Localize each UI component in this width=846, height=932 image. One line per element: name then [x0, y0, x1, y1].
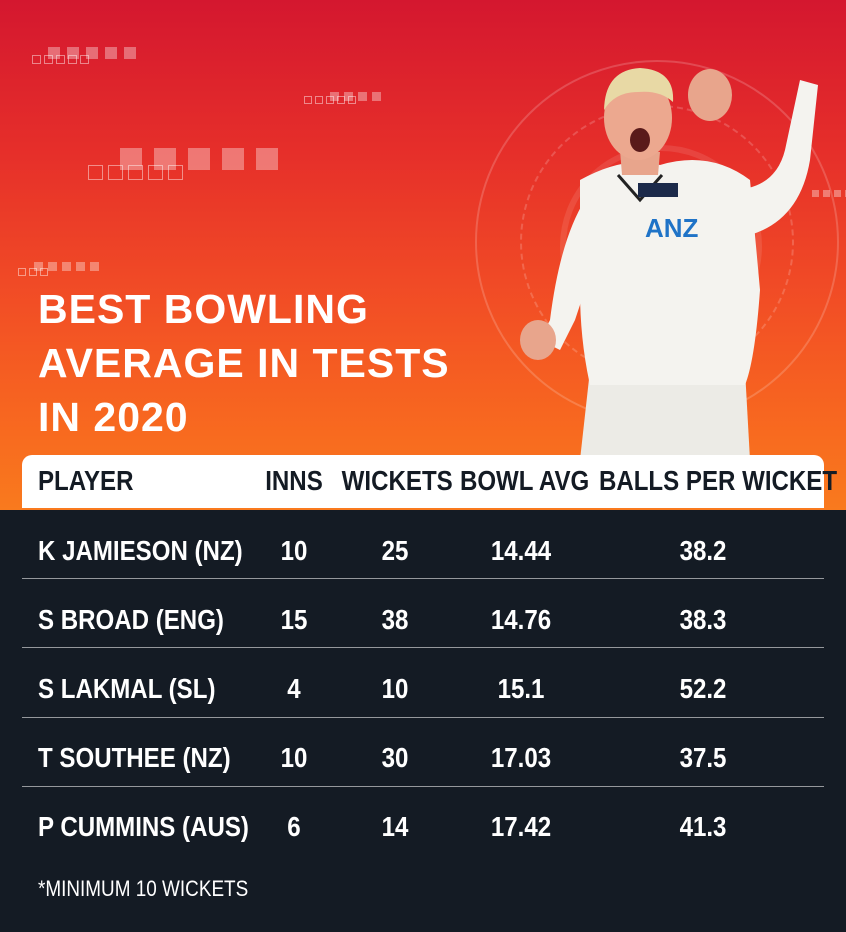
balls-per-wicket-value: 37.5 — [679, 742, 727, 773]
row-divider — [22, 578, 824, 579]
decorative-squares — [120, 148, 278, 170]
wickets-value: 25 — [381, 535, 409, 566]
balls-per-wicket-value: 38.2 — [679, 535, 727, 566]
decorative-squares — [304, 96, 356, 104]
wickets-value: 10 — [381, 673, 409, 704]
inns-value: 15 — [280, 604, 308, 635]
hero-banner: BEST BOWLING AVERAGE IN TESTS IN 2020 AN… — [0, 0, 846, 510]
title-line: IN 2020 — [38, 394, 189, 440]
column-header-wickets: WICKETS — [341, 465, 453, 496]
player-name: T SOUTHEE (NZ) — [38, 742, 231, 773]
row-divider — [22, 786, 824, 787]
bowl-avg-value: 17.03 — [490, 742, 552, 773]
footnote: *MINIMUM 10 WICKETS — [38, 876, 249, 901]
decorative-squares — [18, 268, 48, 276]
decorative-squares — [330, 92, 381, 101]
balls-per-wicket-value: 41.3 — [679, 811, 727, 842]
decorative-squares — [34, 262, 99, 271]
player-name: K JAMIESON (NZ) — [38, 535, 243, 566]
bowl-avg-value: 14.44 — [490, 535, 552, 566]
inns-value: 10 — [280, 535, 308, 566]
bowl-avg-value: 17.42 — [490, 811, 552, 842]
wickets-value: 38 — [381, 604, 409, 635]
player-photo: ANZ — [520, 68, 818, 460]
wickets-value: 14 — [381, 811, 409, 842]
row-divider — [22, 647, 824, 648]
title-line: BEST BOWLING — [38, 286, 369, 332]
page-title: BEST BOWLING AVERAGE IN TESTS IN 2020 — [38, 282, 450, 444]
player-name: S BROAD (ENG) — [38, 604, 224, 635]
decorative-squares — [48, 47, 136, 59]
column-header-player: PLAYER — [38, 465, 134, 496]
balls-per-wicket-value: 52.2 — [679, 673, 727, 704]
inns-value: 4 — [287, 673, 301, 704]
decorative-squares — [32, 55, 89, 64]
inns-value: 6 — [287, 811, 301, 842]
column-header-bowl-avg: BOWL AVG — [459, 465, 590, 496]
player-name: S LAKMAL (SL) — [38, 673, 216, 704]
title-line: AVERAGE IN TESTS — [38, 340, 450, 386]
player-name: P CUMMINS (AUS) — [38, 811, 249, 842]
inns-value: 10 — [280, 742, 308, 773]
column-header-inns: INNS — [265, 465, 323, 496]
balls-per-wicket-value: 38.3 — [679, 604, 727, 635]
row-divider — [22, 717, 824, 718]
bowl-avg-value: 14.76 — [490, 604, 552, 635]
column-header-balls-per-wicket: BALLS PER WICKET — [598, 465, 838, 496]
table-header — [22, 455, 824, 508]
shirt-sponsor-text: ANZ — [645, 213, 699, 243]
decorative-squares — [88, 165, 183, 180]
bowl-avg-value: 15.1 — [497, 673, 545, 704]
wickets-value: 30 — [381, 742, 409, 773]
